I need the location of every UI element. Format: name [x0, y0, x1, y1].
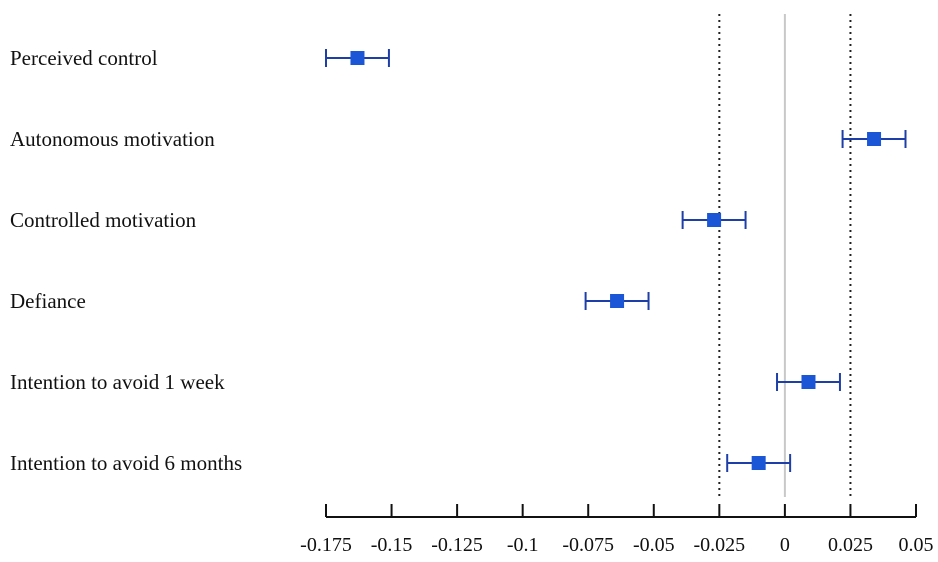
- row-label-0: Perceived control: [10, 46, 158, 70]
- point-estimate-1: [867, 132, 882, 146]
- x-tick-label-2: -0.125: [431, 534, 483, 556]
- row-label-5: Intention to avoid 6 months: [10, 451, 242, 475]
- x-tick-label-5: -0.05: [633, 534, 675, 556]
- point-estimate-4: [801, 375, 816, 389]
- point-estimate-2: [707, 213, 722, 227]
- x-tick-label-3: -0.1: [507, 534, 539, 556]
- x-tick-label-8: 0.025: [828, 534, 873, 556]
- row-label-2: Controlled motivation: [10, 208, 197, 232]
- row-label-4: Intention to avoid 1 week: [10, 370, 225, 394]
- x-tick-label-9: 0.05: [899, 534, 934, 556]
- x-tick-label-0: -0.175: [300, 534, 352, 556]
- row-label-1: Autonomous motivation: [10, 127, 215, 151]
- x-tick-label-7: 0: [780, 534, 790, 556]
- point-estimate-0: [350, 51, 365, 65]
- x-tick-label-6: -0.025: [693, 534, 745, 556]
- point-estimate-3: [610, 294, 625, 308]
- x-tick-label-4: -0.075: [562, 534, 614, 556]
- point-estimate-5: [751, 456, 766, 470]
- x-tick-label-1: -0.15: [371, 534, 413, 556]
- row-label-3: Defiance: [10, 289, 86, 313]
